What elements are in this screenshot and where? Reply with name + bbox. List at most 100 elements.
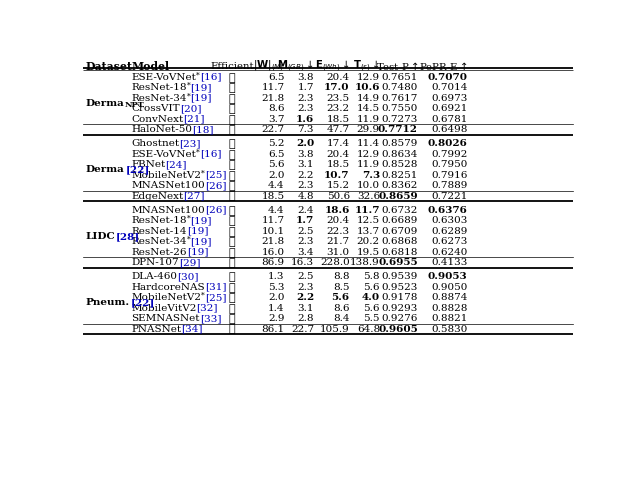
Text: [16]: [16] <box>200 73 221 82</box>
Text: 5.6: 5.6 <box>364 283 380 292</box>
Text: 1.7: 1.7 <box>298 83 314 92</box>
Text: HaloNet-50: HaloNet-50 <box>131 125 192 134</box>
Text: ✓: ✓ <box>228 170 236 181</box>
Text: ResNet-18: ResNet-18 <box>131 216 187 225</box>
Text: [26]: [26] <box>205 206 227 215</box>
Text: ✓: ✓ <box>228 282 236 293</box>
Text: 0.8634: 0.8634 <box>381 149 418 159</box>
Text: 17.0: 17.0 <box>324 83 349 92</box>
Text: 0.7014: 0.7014 <box>431 83 467 92</box>
Text: [33]: [33] <box>200 314 221 323</box>
Text: ResNet-34: ResNet-34 <box>131 94 187 102</box>
Text: 18.6: 18.6 <box>324 206 349 215</box>
Text: 0.7070: 0.7070 <box>428 73 467 82</box>
Text: 2.0: 2.0 <box>268 171 285 179</box>
Text: ✓: ✓ <box>228 72 236 83</box>
Text: 0.7712: 0.7712 <box>378 125 418 134</box>
Text: [19]: [19] <box>187 226 208 236</box>
Text: 0.8828: 0.8828 <box>431 304 467 313</box>
Text: ✓: ✓ <box>228 292 236 303</box>
Text: 0.6240: 0.6240 <box>431 247 467 257</box>
Text: [18]: [18] <box>192 125 214 134</box>
Text: SEMNASNet: SEMNASNet <box>131 314 200 323</box>
Text: 23.5: 23.5 <box>326 94 349 102</box>
Text: 11.4: 11.4 <box>357 139 380 148</box>
Text: 31.0: 31.0 <box>326 247 349 257</box>
Text: *: * <box>196 148 200 156</box>
Text: 2.0: 2.0 <box>268 293 285 302</box>
Text: [23]: [23] <box>179 139 201 148</box>
Text: ✗: ✗ <box>228 114 236 124</box>
Text: $|\mathbf{W}|_{(M)}$: $|\mathbf{W}|_{(M)}$ <box>253 59 285 74</box>
Text: DLA-460: DLA-460 <box>131 272 177 281</box>
Text: 8.6: 8.6 <box>268 104 285 113</box>
Text: ✗: ✗ <box>228 323 236 335</box>
Text: [32]: [32] <box>196 304 218 313</box>
Text: Test P$\uparrow$: Test P$\uparrow$ <box>376 60 418 73</box>
Text: [31]: [31] <box>205 283 227 292</box>
Text: 16.0: 16.0 <box>262 247 285 257</box>
Text: 10.7: 10.7 <box>324 171 349 179</box>
Text: 0.8821: 0.8821 <box>431 314 467 323</box>
Text: ✗: ✗ <box>228 246 236 258</box>
Text: 138.9: 138.9 <box>350 258 380 267</box>
Text: CrossVIT: CrossVIT <box>131 104 180 113</box>
Text: [19]: [19] <box>191 83 212 92</box>
Text: 2.9: 2.9 <box>268 314 285 323</box>
Text: 0.9523: 0.9523 <box>381 283 418 292</box>
Text: 2.8: 2.8 <box>298 314 314 323</box>
Text: Model: Model <box>131 61 169 72</box>
Text: MNASNet100: MNASNet100 <box>131 206 205 215</box>
Text: 7.3: 7.3 <box>298 125 314 134</box>
Text: 10.0: 10.0 <box>357 181 380 190</box>
Text: [34]: [34] <box>181 324 203 334</box>
Text: 0.7651: 0.7651 <box>381 73 418 82</box>
Text: 0.6709: 0.6709 <box>381 226 418 236</box>
Text: 0.5830: 0.5830 <box>431 324 467 334</box>
Text: *: * <box>196 72 200 79</box>
Text: PePR-E$\uparrow$: PePR-E$\uparrow$ <box>419 60 467 73</box>
Text: 5.8: 5.8 <box>364 272 380 281</box>
Text: 0.6921: 0.6921 <box>431 104 467 113</box>
Text: EdgeNext: EdgeNext <box>131 192 184 200</box>
Text: 3.4: 3.4 <box>298 247 314 257</box>
Text: 4.4: 4.4 <box>268 206 285 215</box>
Text: 16.3: 16.3 <box>291 258 314 267</box>
Text: ✓: ✓ <box>228 138 236 149</box>
Text: ✓: ✓ <box>228 180 236 191</box>
Text: Derma: Derma <box>85 99 124 108</box>
Text: 0.8659: 0.8659 <box>378 192 418 200</box>
Text: 0.6732: 0.6732 <box>381 206 418 215</box>
Text: 23.2: 23.2 <box>326 104 349 113</box>
Text: 8.5: 8.5 <box>333 283 349 292</box>
Text: 0.8579: 0.8579 <box>381 139 418 148</box>
Text: PNASNet: PNASNet <box>131 324 181 334</box>
Text: 14.5: 14.5 <box>357 104 380 113</box>
Text: [20]: [20] <box>180 104 201 113</box>
Text: 18.5: 18.5 <box>326 160 349 169</box>
Text: 2.2: 2.2 <box>298 171 314 179</box>
Text: Derma: Derma <box>85 165 124 174</box>
Text: 2.4: 2.4 <box>298 206 314 215</box>
Text: [25]: [25] <box>205 171 227 179</box>
Text: [25]: [25] <box>205 293 227 302</box>
Text: 4.0: 4.0 <box>362 293 380 302</box>
Text: 0.9050: 0.9050 <box>431 283 467 292</box>
Text: LIDC: LIDC <box>85 232 115 241</box>
Text: 5.5: 5.5 <box>364 314 380 323</box>
Text: MobileVitV2: MobileVitV2 <box>131 304 196 313</box>
Text: *: * <box>201 292 205 300</box>
Text: 3.1: 3.1 <box>298 304 314 313</box>
Text: 0.9293: 0.9293 <box>381 304 418 313</box>
Text: 0.8528: 0.8528 <box>381 160 418 169</box>
Text: 21.8: 21.8 <box>262 237 285 246</box>
Text: 86.1: 86.1 <box>262 324 285 334</box>
Text: 11.7: 11.7 <box>262 216 285 225</box>
Text: ✗: ✗ <box>228 215 236 226</box>
Text: *: * <box>187 236 191 244</box>
Text: 8.8: 8.8 <box>333 272 349 281</box>
Text: ✓: ✓ <box>228 302 236 314</box>
Text: $\mathbf{M}_{(GB)}$$\downarrow$: $\mathbf{M}_{(GB)}$$\downarrow$ <box>277 59 314 74</box>
Text: 0.7480: 0.7480 <box>381 83 418 92</box>
Text: MobileNetV2: MobileNetV2 <box>131 171 201 179</box>
